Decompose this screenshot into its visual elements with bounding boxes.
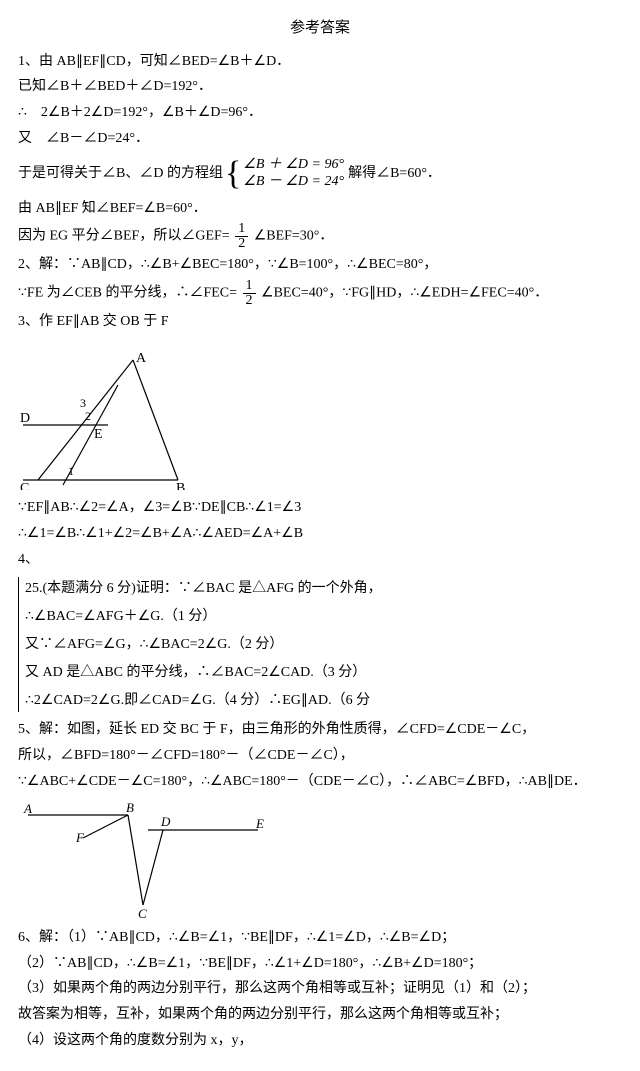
fig3-3: 3 [80, 396, 86, 410]
frac-den: 2 [235, 237, 248, 251]
p2-line1: 2、解：∵AB∥CD，∴∠B+∠BEC=180°，∵∠B=100°，∴∠BEC=… [18, 253, 622, 277]
p6-line1: 6、解：（1）∵AB∥CD，∴∠B=∠1，∵BE∥DF，∴∠1=∠D，∴∠B=∠… [18, 926, 622, 950]
p1-line6: 因为 EG 平分∠BEF，所以∠GEF= 1 2 ∠BEF=30°． [18, 222, 622, 251]
p1-line5: 由 AB∥EF 知∠BEF=∠B=60°． [18, 197, 622, 221]
p1-eq-pre: 于是可得关于∠B、∠D 的方程组 [18, 162, 223, 186]
page-title: 参考答案 [18, 16, 622, 42]
fig3-E: E [94, 427, 103, 442]
p6-line2: （2）∵AB∥CD，∴∠B=∠1，∵BE∥DF，∴∠1+∠D=180°，∴∠B+… [18, 952, 622, 976]
frac-num: 1 [235, 222, 248, 237]
p2-line2: ∵FE 为∠CEB 的平分线，∴∠FEC= 1 2 ∠BEC=40°，∵FG∥H… [18, 279, 622, 308]
fraction-half-2: 1 2 [243, 279, 256, 308]
p1-line2: 已知∠B＋∠BED＋∠D=192°． [18, 75, 622, 99]
p4-b5: ∴2∠CAD=2∠G.即∠CAD=∠G.（4 分）∴EG∥AD.（6 分 [25, 689, 622, 713]
fig5-B: B [126, 800, 134, 815]
p4-b1: 25.(本题满分 6 分)证明：∵∠BAC 是△AFG 的一个外角， [25, 577, 622, 601]
p4-b4: 又 AD 是△ABC 的平分线，∴∠BAC=2∠CAD.（3 分） [25, 661, 622, 685]
p6-line5: （4）设这两个角的度数分别为 x，y， [18, 1029, 622, 1053]
p5-line2: 所以，∠BFD=180°－∠CFD=180°－（∠CDE－∠C）， [18, 744, 622, 768]
frac-num: 1 [243, 279, 256, 294]
fig3-C: C [20, 481, 29, 490]
fig3-B: B [176, 481, 185, 490]
p1-line1: 1、由 AB∥EF∥CD，可知∠BED=∠B＋∠D． [18, 50, 622, 74]
p6-line4: 故答案为相等，互补，如果两个角的两边分别平行，那么这两个角相等或互补； [18, 1003, 622, 1027]
p4-b3: 又∵∠AFG=∠G，∴∠BAC=2∠G.（2 分） [25, 633, 622, 657]
p3-head: 3、作 EF∥AB 交 OB 于 F [18, 310, 622, 334]
p1-line3: ∴ 2∠B＋2∠D=192°，∠B＋∠D=96°． [18, 101, 622, 125]
p3-line2: ∴∠1=∠B∴∠1+∠2=∠B+∠A∴∠AED=∠A+∠B [18, 522, 622, 546]
fig3-1: 1 [68, 464, 74, 478]
p4-head: 4、 [18, 548, 622, 572]
p1-equation-system: 于是可得关于∠B、∠D 的方程组 { ∠B ＋ ∠D = 96° ∠B － ∠D… [18, 157, 622, 191]
p2-l2a: ∵FE 为∠CEB 的平分线，∴∠FEC= [18, 286, 237, 301]
fig5-E: E [255, 816, 264, 831]
figure-3: A B C D E 1 2 3 [18, 340, 218, 490]
fig3-2: 2 [85, 409, 91, 423]
fig5-F: F [75, 830, 85, 845]
fraction-half-1: 1 2 [235, 222, 248, 251]
p2-l2b: ∠BEC=40°，∵FG∥HD，∴∠EDH=∠FEC=40°． [261, 286, 548, 301]
fig3-D: D [20, 411, 30, 426]
p1-eq-col: ∠B ＋ ∠D = 96° ∠B － ∠D = 24° [243, 157, 344, 191]
p4-b2: ∴∠BAC=∠AFG＋∠G.（1 分） [25, 605, 622, 629]
fig5-D: D [160, 814, 171, 829]
p5-line1: 5、解：如图，延长 ED 交 BC 于 F，由三角形的外角性质得，∠CFD=∠C… [18, 718, 622, 742]
p6-line3: （3）如果两个角的两边分别平行，那么这两个角相等或互补；证明见（1）和（2）； [18, 977, 622, 1001]
fig3-A: A [136, 351, 147, 366]
fig5-A: A [23, 801, 32, 816]
p1-l6a: 因为 EG 平分∠BEF，所以∠GEF= [18, 229, 230, 244]
p1-eq2: ∠B － ∠D = 24° [243, 174, 344, 191]
brace-left: { [225, 157, 241, 191]
p3-line1: ∵EF∥AB∴∠2=∠A，∠3=∠B∵DE∥CB∴∠1=∠3 [18, 496, 622, 520]
p4-proof-box: 25.(本题满分 6 分)证明：∵∠BAC 是△AFG 的一个外角， ∴∠BAC… [18, 577, 622, 712]
p5-line3: ∵∠ABC+∠CDE－∠C=180°，∴∠ABC=180°－（CDE－∠C），∴… [18, 770, 622, 794]
fig5-C: C [138, 906, 147, 920]
p1-l6b: ∠BEF=30°． [254, 229, 334, 244]
figure-5: A B E D F C [18, 800, 278, 920]
p1-eq1: ∠B ＋ ∠D = 96° [243, 157, 344, 174]
p1-line4: 又 ∠B－∠D=24°． [18, 127, 622, 151]
p1-eq-post: 解得∠B=60°． [348, 162, 441, 186]
frac-den: 2 [243, 294, 256, 308]
